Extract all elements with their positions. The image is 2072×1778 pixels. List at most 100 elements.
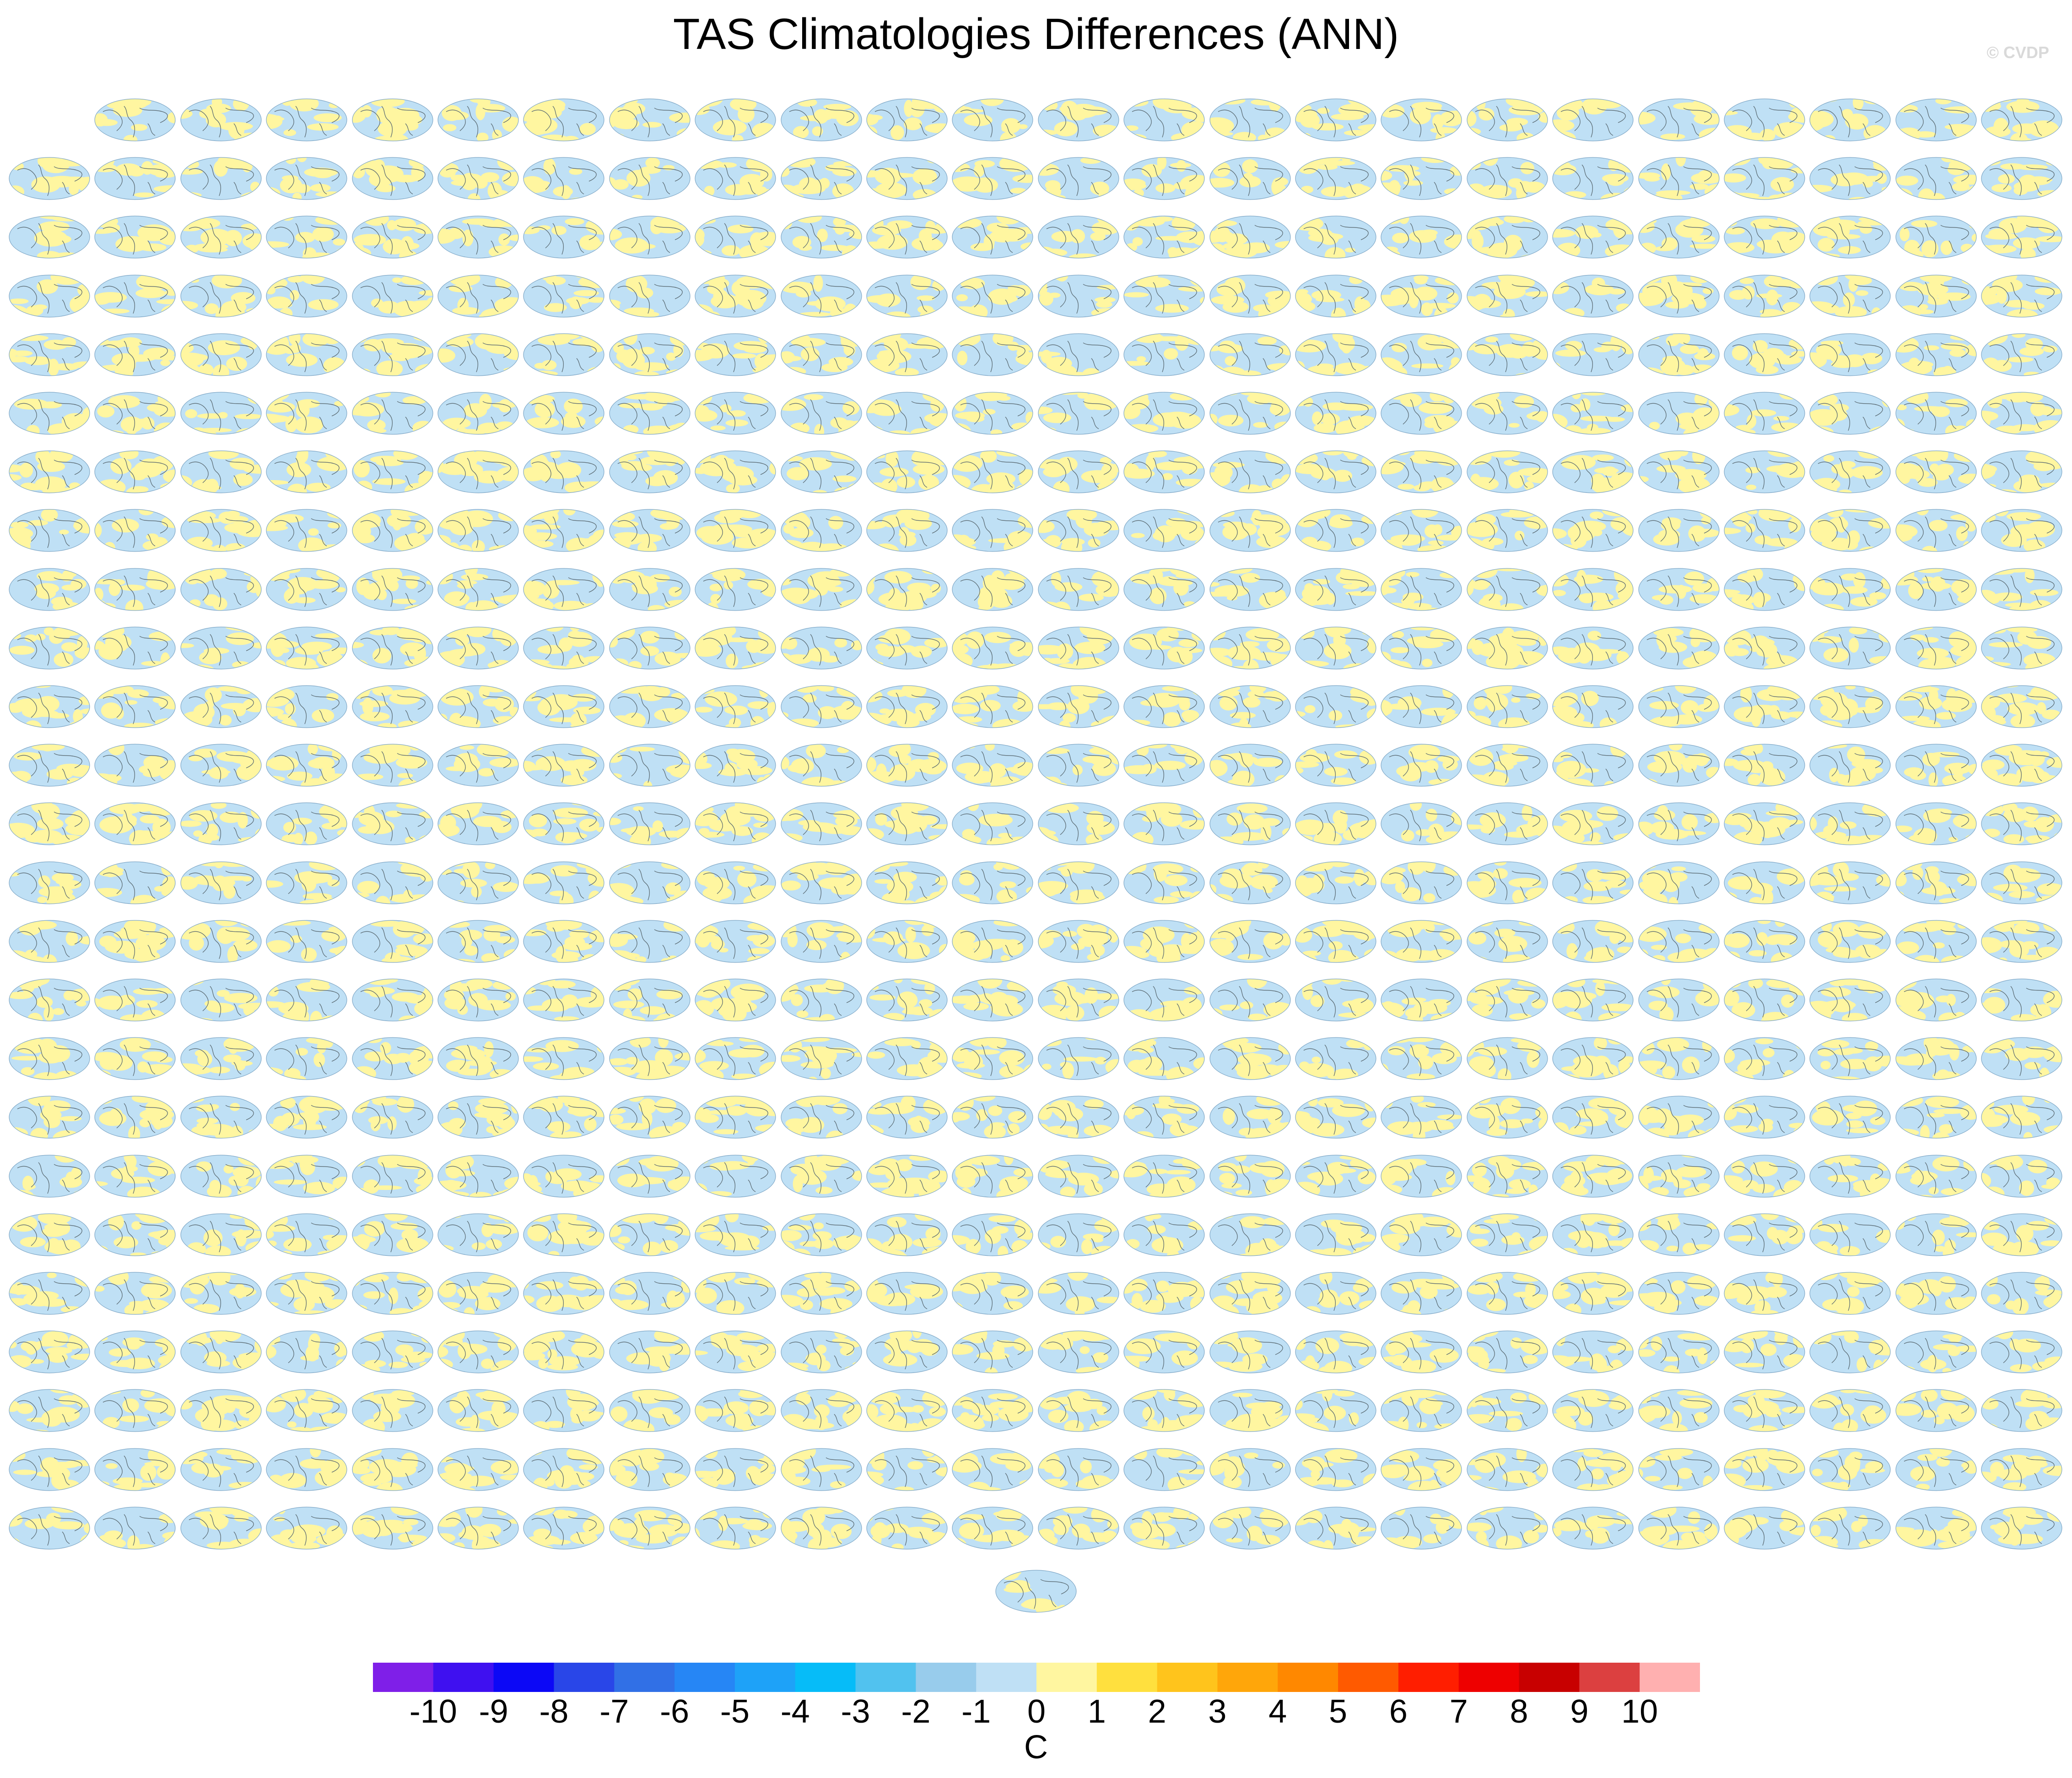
global-map — [781, 98, 862, 141]
map-panel — [1209, 678, 1291, 729]
global-map — [1638, 685, 1720, 728]
global-map — [9, 744, 90, 787]
global-map — [352, 450, 433, 493]
global-map — [866, 1037, 948, 1080]
map-panel — [1980, 913, 2063, 963]
map-panel — [351, 385, 434, 435]
global-map — [1638, 1389, 1720, 1432]
map-panel — [866, 678, 948, 729]
map-panel — [1037, 268, 1120, 318]
global-map — [1638, 1330, 1720, 1373]
global-map — [523, 509, 604, 552]
global-map — [866, 1155, 948, 1198]
global-map — [1552, 1507, 1634, 1550]
global-map — [781, 744, 862, 787]
map-panel — [1723, 913, 1806, 963]
global-map — [266, 978, 347, 1021]
map-panel — [1809, 913, 1891, 963]
map-panel — [94, 620, 176, 670]
global-map — [94, 1155, 176, 1198]
global-map — [609, 685, 691, 728]
map-panel — [437, 620, 519, 670]
map-panel — [1295, 150, 1377, 200]
global-map — [180, 744, 262, 787]
global-map — [952, 802, 1033, 845]
map-panel — [265, 1500, 348, 1550]
map-panel — [265, 209, 348, 259]
map-panel — [694, 678, 777, 729]
map-panel — [1895, 854, 1977, 905]
global-map — [1981, 1037, 2062, 1080]
global-map — [1038, 392, 1119, 435]
map-panel — [951, 561, 1034, 611]
global-map — [866, 1330, 948, 1373]
map-panel — [1895, 92, 1977, 142]
map-panel — [94, 1148, 176, 1198]
global-map — [1895, 1330, 1977, 1373]
global-map — [94, 1213, 176, 1256]
map-panel — [1209, 913, 1291, 963]
map-panel — [1209, 443, 1291, 494]
global-map — [352, 1037, 433, 1080]
map-panel — [780, 795, 863, 846]
map-panel — [8, 972, 91, 1022]
global-map — [609, 216, 691, 259]
global-map — [1467, 450, 1548, 493]
global-map — [1209, 1213, 1291, 1256]
global-map — [523, 1213, 604, 1256]
global-map — [609, 1507, 691, 1550]
global-map — [1809, 978, 1891, 1021]
map-panel — [1295, 1148, 1377, 1198]
map-panel — [1123, 1500, 1205, 1550]
global-map — [1552, 509, 1634, 552]
map-panel — [1980, 1441, 2063, 1492]
map-panel — [1809, 1441, 1891, 1492]
global-map — [1895, 275, 1977, 318]
map-panel — [1295, 1089, 1377, 1139]
global-map — [1724, 1155, 1805, 1198]
map-panel — [951, 150, 1034, 200]
colorbar-tick-label: -9 — [479, 1693, 508, 1730]
map-panel — [1552, 561, 1634, 611]
colorbar-tick-label: -10 — [409, 1693, 457, 1730]
global-map — [437, 1389, 519, 1432]
global-map — [523, 1330, 604, 1373]
global-map — [1295, 98, 1376, 141]
global-map — [609, 1330, 691, 1373]
map-panel — [180, 1089, 262, 1139]
global-map — [609, 333, 691, 376]
map-panel — [1209, 972, 1291, 1022]
global-map — [1381, 627, 1462, 670]
global-map — [352, 627, 433, 670]
map-panel — [609, 1441, 691, 1492]
map-panel — [1380, 972, 1462, 1022]
map-panel — [1295, 1030, 1377, 1081]
map-panel — [1466, 972, 1549, 1022]
map-panel — [1638, 854, 1720, 905]
global-map — [523, 744, 604, 787]
global-map — [1038, 568, 1119, 611]
global-map — [437, 861, 519, 904]
global-map — [94, 275, 176, 318]
global-map — [437, 978, 519, 1021]
global-map — [352, 861, 433, 904]
global-map — [1552, 1213, 1634, 1256]
map-panel — [8, 1265, 91, 1315]
global-map — [1038, 744, 1119, 787]
global-map — [952, 509, 1033, 552]
global-map — [1467, 1330, 1548, 1373]
global-map — [952, 978, 1033, 1021]
map-panel — [1037, 209, 1120, 259]
global-map — [1381, 333, 1462, 376]
map-panel — [1209, 561, 1291, 611]
global-map — [266, 1448, 347, 1491]
map-panel — [265, 1089, 348, 1139]
map-panel — [951, 620, 1034, 670]
global-map — [866, 1507, 948, 1550]
global-map — [180, 978, 262, 1021]
map-panel — [866, 737, 948, 787]
global-map — [1809, 1037, 1891, 1080]
map-panel — [1809, 326, 1891, 377]
map-panel — [1809, 795, 1891, 846]
global-map — [523, 1096, 604, 1139]
